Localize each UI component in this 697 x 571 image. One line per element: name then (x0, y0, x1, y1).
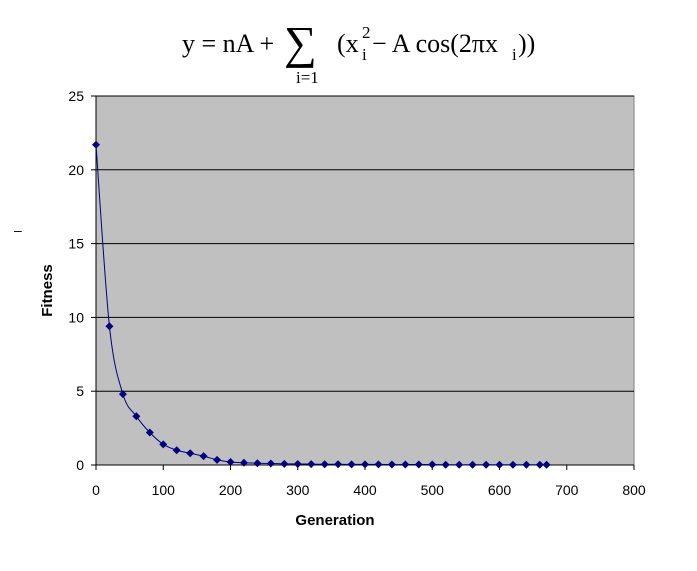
data-point (320, 460, 329, 469)
x-axis-ticks: 0 100 200 300 400 500 600 700 800 (92, 465, 646, 498)
formula-sum-lower: i=1 (296, 68, 319, 87)
data-point (387, 460, 396, 469)
data-point (145, 428, 154, 437)
data-point (186, 449, 195, 458)
data-point (172, 446, 181, 455)
y-axis-ticks: 0 5 10 15 20 25 (68, 88, 96, 473)
x-tick-label: 500 (421, 482, 445, 498)
formula-rhs-close: )) (518, 29, 535, 58)
data-point (495, 460, 504, 469)
x-tick-label: 400 (353, 482, 377, 498)
data-point (293, 459, 302, 468)
data-point (307, 460, 316, 469)
data-point (132, 412, 141, 421)
y-tick-label: 0 (76, 457, 84, 473)
data-point (455, 460, 464, 469)
series-layer (92, 140, 551, 469)
formula: y = nA + ∑ i=1 (x i 2 − A cos(2πx i )) (182, 17, 535, 87)
data-point (535, 460, 544, 469)
x-tick-label: 100 (152, 482, 176, 498)
data-point (213, 455, 222, 464)
data-point (253, 459, 262, 468)
x-tick-label: 600 (488, 482, 512, 498)
y-tick-label: 20 (68, 162, 84, 178)
data-point (92, 140, 100, 149)
formula-rhs-tail-sub: i (512, 45, 517, 64)
x-tick-label: 200 (219, 482, 243, 498)
data-point (118, 390, 127, 399)
data-point (347, 460, 356, 469)
data-point (105, 322, 114, 331)
y-tick-label: 5 (76, 383, 84, 399)
y-tick-label: 10 (68, 309, 84, 325)
data-point (334, 460, 343, 469)
data-point (414, 460, 423, 469)
plot-area (95, 95, 635, 466)
x-axis-title: Generation (295, 512, 374, 529)
y-tick-label: 25 (68, 88, 84, 104)
formula-sum-symbol: ∑ (284, 17, 317, 68)
formula-rhs: (x (337, 29, 359, 58)
data-point (428, 460, 437, 469)
data-point (401, 460, 410, 469)
x-tick-label: 0 (92, 482, 100, 498)
y-tick-label: 15 (68, 236, 84, 252)
data-point (441, 460, 450, 469)
data-point (542, 460, 551, 469)
y-axis-title: Fitness (39, 264, 56, 317)
data-point (508, 460, 517, 469)
side-mark: – (14, 222, 22, 238)
data-point (522, 460, 531, 469)
data-point (280, 459, 289, 468)
formula-lhs: y = nA + (182, 29, 274, 58)
data-point (239, 458, 248, 467)
data-point (266, 459, 275, 468)
data-point (482, 460, 491, 469)
data-point (374, 460, 383, 469)
x-tick-label: 700 (555, 482, 579, 498)
data-point (361, 460, 369, 469)
formula-rhs-sub: i (362, 45, 367, 64)
formula-rhs-tail: − A cos(2πx (372, 29, 498, 58)
data-point (199, 452, 208, 461)
data-point (159, 440, 168, 449)
x-tick-label: 300 (286, 482, 310, 498)
formula-rhs-sup: 2 (362, 23, 371, 42)
data-point (226, 458, 235, 467)
x-tick-label: 800 (622, 482, 646, 498)
data-point (468, 460, 477, 469)
